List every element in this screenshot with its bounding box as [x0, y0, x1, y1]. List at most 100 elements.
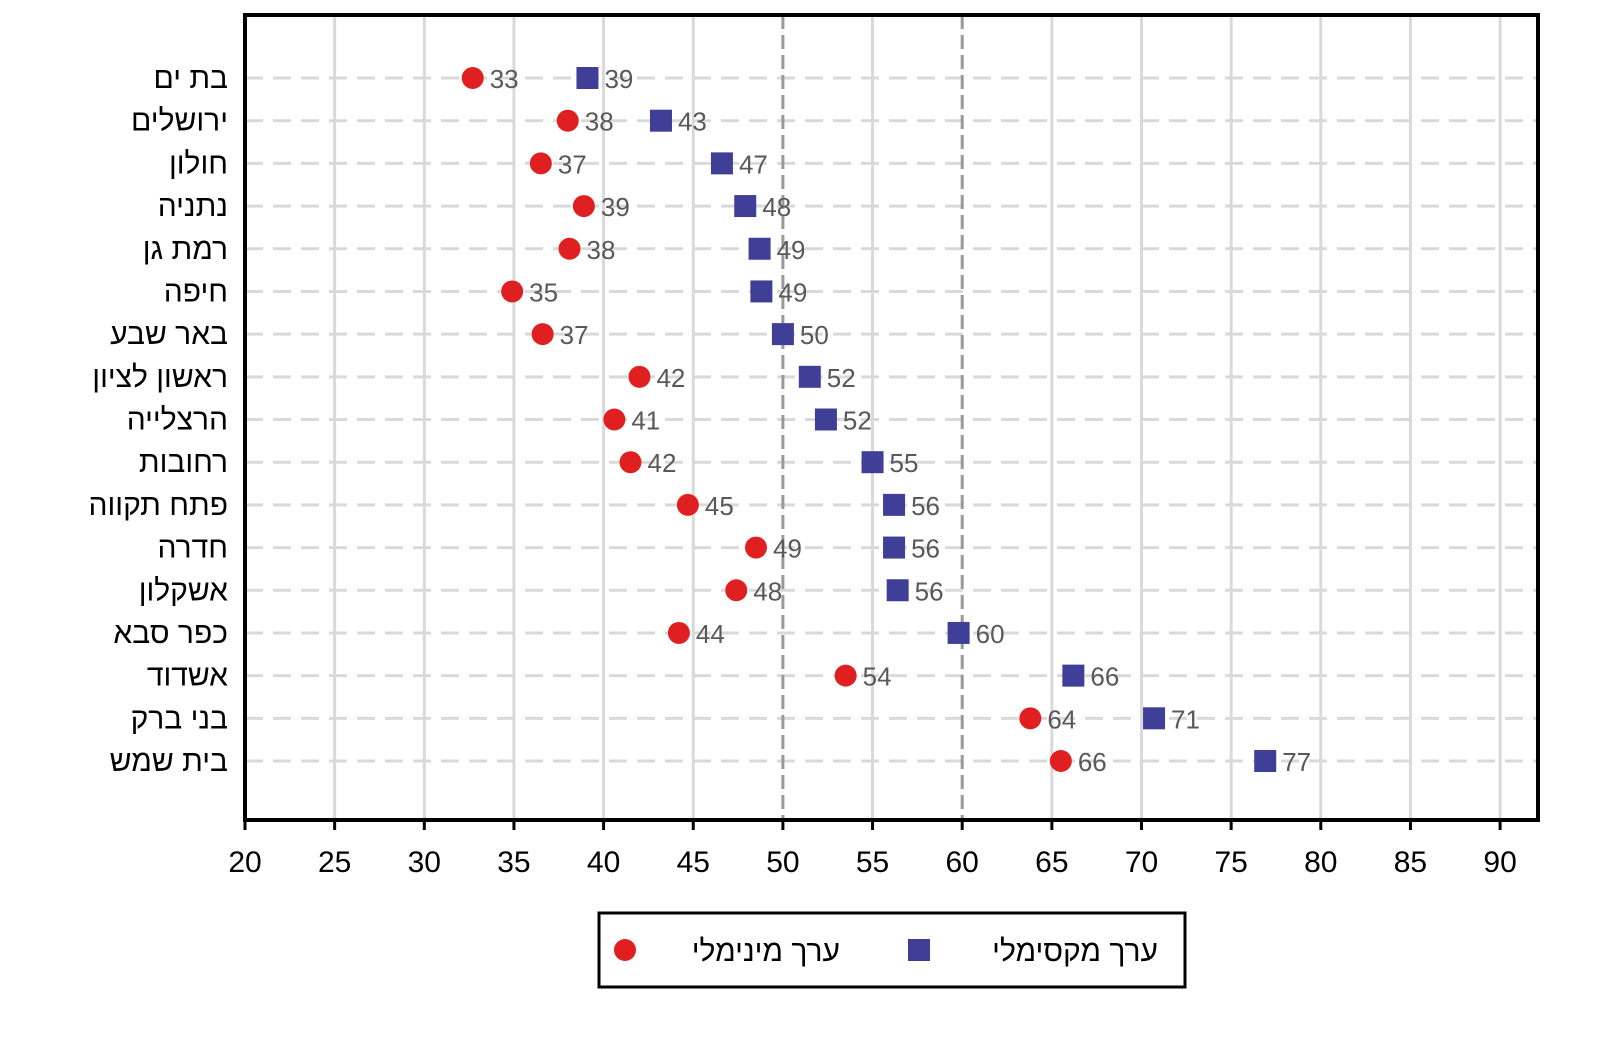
x-tick-label: 65 [1035, 846, 1068, 879]
max-point [798, 365, 821, 388]
x-tick-label: 90 [1483, 846, 1516, 879]
grid [245, 15, 1538, 820]
min-data-label: 44 [696, 619, 725, 649]
category-label: כפר סבא [113, 617, 228, 650]
x-tick-label: 50 [766, 846, 799, 879]
max-point [861, 451, 884, 474]
max-data-label: 52 [827, 363, 856, 393]
min-data-label: 38 [585, 107, 614, 137]
min-point [1019, 707, 1042, 730]
min-data-label: 37 [558, 149, 587, 179]
max-data-label: 60 [976, 619, 1005, 649]
max-point [576, 67, 599, 89]
max-point [883, 536, 906, 559]
min-data-label: 37 [560, 320, 589, 350]
category-label: הרצלייה [127, 404, 228, 437]
max-data-label: 56 [911, 491, 940, 521]
min-data-label: 64 [1047, 704, 1076, 734]
min-point [501, 280, 524, 303]
max-data-label: 49 [778, 277, 807, 307]
category-label: אשדוד [147, 660, 228, 693]
x-tick-label: 60 [946, 846, 979, 879]
max-data-label: 52 [843, 406, 872, 436]
x-tick-label: 35 [497, 846, 530, 879]
x-tick-label: 80 [1304, 846, 1337, 879]
min-data-label: 45 [705, 491, 734, 521]
min-data-label: 66 [1078, 747, 1107, 777]
category-label: בית שמש [110, 745, 228, 778]
min-point [558, 237, 581, 260]
category-label: רמת גן [143, 233, 228, 266]
category-label: ראשון לציון [92, 361, 228, 394]
max-point [1254, 750, 1277, 772]
category-label: חיפה [164, 275, 228, 308]
x-tick-label: 30 [408, 846, 441, 879]
category-label: חדרה [157, 532, 228, 565]
category-label: אשקלון [139, 574, 228, 607]
min-data-label: 42 [647, 448, 676, 478]
min-point [725, 579, 748, 602]
legend: ערך מינימלי ערך מקסימלי [597, 911, 1187, 989]
category-label: באר שבע [110, 318, 228, 351]
min-data-label: 33 [490, 64, 519, 94]
x-tick-label: 70 [1125, 846, 1158, 879]
min-data-label: 42 [656, 363, 685, 393]
min-point [745, 536, 768, 559]
min-data-label: 49 [773, 534, 802, 564]
min-point [628, 365, 651, 388]
category-label: בני ברק [131, 702, 228, 735]
category-labels: בת ים ירושלים חולון נתניה רמת גן חיפה באר שבע ר… [88, 62, 228, 778]
category-label: בת ים [153, 62, 228, 95]
legend-min-label: ערך מינימלי [692, 935, 840, 968]
x-tick-label: 55 [856, 846, 889, 879]
max-point [649, 109, 672, 132]
max-data-label: 71 [1171, 704, 1200, 734]
min-point [676, 493, 699, 516]
x-axis: 20 25 30 35 40 45 50 55 60 65 70 75 80 85 90 [228, 820, 1517, 879]
min-data-label: 38 [587, 235, 616, 265]
min-data-label: 35 [529, 277, 558, 307]
max-data-label: 49 [777, 235, 806, 265]
max-point [710, 152, 733, 175]
max-data-label: 39 [604, 64, 633, 94]
max-data-label: 66 [1090, 662, 1119, 692]
category-label: רחובות [139, 446, 228, 479]
data-marks: 33 39 38 43 37 47 39 48 38 49 35 49 37 50 42 52 41 52 42 55… [461, 64, 1311, 777]
category-label: חולון [169, 147, 228, 180]
max-point [883, 493, 906, 516]
max-data-label: 56 [915, 576, 944, 606]
max-data-label: 48 [762, 192, 791, 222]
legend-frame [597, 911, 1187, 989]
max-point [1062, 664, 1085, 687]
max-point [750, 280, 773, 303]
max-point [814, 408, 837, 431]
min-point [603, 408, 626, 431]
x-tick-label: 20 [228, 846, 261, 879]
max-point [748, 237, 771, 260]
max-point [734, 195, 757, 218]
min-point [529, 152, 552, 175]
min-data-label: 39 [601, 192, 630, 222]
max-data-label: 56 [911, 534, 940, 564]
legend-min-marker [614, 939, 636, 961]
legend-max-marker [908, 939, 930, 961]
plot-frame [243, 13, 1540, 822]
min-point [834, 664, 857, 687]
min-point [667, 621, 690, 644]
x-tick-label: 25 [318, 846, 351, 879]
max-data-label: 47 [739, 149, 768, 179]
x-tick-label: 45 [677, 846, 710, 879]
max-data-label: 55 [890, 448, 919, 478]
min-point [531, 323, 554, 346]
legend-max-label: ערך מקסימלי [992, 935, 1158, 968]
max-point [947, 621, 970, 644]
x-tick-label: 75 [1214, 846, 1247, 879]
max-point [1143, 707, 1166, 730]
min-data-label: 54 [863, 662, 892, 692]
min-data-label: 41 [631, 406, 660, 436]
max-point [886, 579, 909, 602]
min-point [556, 109, 579, 132]
max-data-label: 43 [678, 107, 707, 137]
min-point [1049, 750, 1072, 772]
